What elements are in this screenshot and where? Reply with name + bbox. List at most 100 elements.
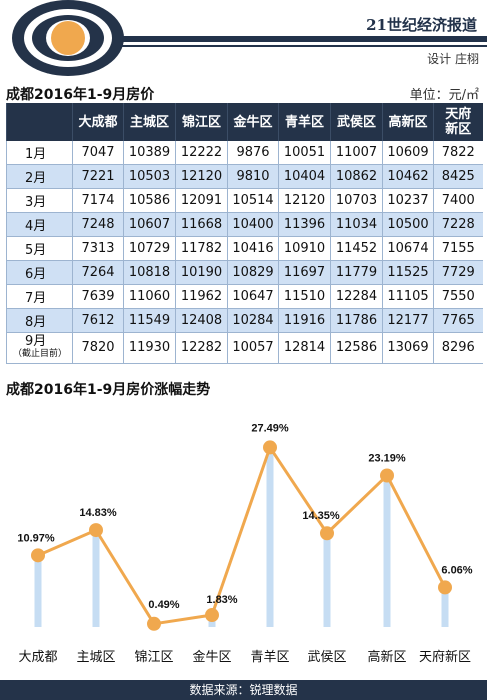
price-cell: 12814 — [278, 332, 331, 364]
price-table: 大成都 主城区 锦江区 金牛区 青羊区 武侯区 高新区 天府 新区 1月 7047 10389 122… — [6, 103, 483, 364]
price-cell: 11786 — [330, 308, 383, 333]
chart-title: 成都2016年1-9月房价涨幅走势 — [6, 382, 211, 398]
price-cell: 10609 — [382, 141, 434, 165]
month-label: 7月 — [25, 291, 47, 306]
price-cell: 11782 — [175, 236, 228, 261]
data-label: 0.49% — [148, 599, 179, 611]
table-header-cell: 青羊区 — [278, 103, 331, 141]
category-label: 高新区 — [367, 649, 406, 665]
price-cell: 10404 — [278, 164, 331, 189]
value-bar — [441, 587, 449, 627]
value-bar — [323, 533, 331, 627]
month-cell: 4月 — [6, 212, 73, 237]
price-cell: 10586 — [123, 188, 176, 213]
month-cell: 8月 — [6, 308, 73, 333]
table-header-corner — [6, 103, 73, 141]
table-row: 7月 7639 11060 11962 10647 11510 12284 11105 7550 — [6, 284, 483, 309]
price-cell: 11525 — [382, 260, 434, 285]
price-cell: 10190 — [175, 260, 228, 285]
price-cell: 11779 — [330, 260, 383, 285]
data-point — [31, 548, 45, 563]
category-label: 大成都 — [18, 650, 57, 665]
category-label: 金牛区 — [192, 649, 231, 665]
price-cell: 12222 — [175, 141, 228, 165]
price-cell: 10284 — [227, 308, 279, 333]
price-cell: 10607 — [123, 212, 176, 237]
price-cell: 11510 — [278, 284, 331, 309]
value-bar — [266, 447, 274, 627]
table-header-cell: 高新区 — [382, 103, 434, 141]
value-bar — [383, 475, 391, 627]
price-cell: 12282 — [175, 332, 228, 364]
price-cell: 7550 — [433, 284, 483, 309]
table-row: 6月 7264 10818 10190 10829 11697 11779 11525 7729 — [6, 260, 483, 285]
table-header-row: 大成都 主城区 锦江区 金牛区 青羊区 武侯区 高新区 天府 新区 — [6, 103, 483, 141]
price-cell: 9810 — [227, 164, 279, 189]
table-row: 9月 （截止目前） 7820 11930 12282 10057 12814 12586 130… — [6, 332, 483, 364]
header: 21世纪经济报道 设计 庄栩 — [0, 0, 487, 80]
month-label: 3月 — [25, 195, 47, 210]
category-label: 武侯区 — [307, 650, 346, 665]
month-cell: 2月 — [6, 164, 73, 189]
price-cell: 11962 — [175, 284, 228, 309]
price-cell: 12284 — [330, 284, 383, 309]
price-cell: 8425 — [433, 164, 483, 189]
category-label: 天府新区 — [419, 649, 471, 665]
designer-credit: 设计 庄栩 — [427, 52, 479, 66]
data-label: 27.49% — [251, 422, 289, 434]
price-cell: 7729 — [433, 260, 483, 285]
month-cell: 7月 — [6, 284, 73, 309]
price-cell: 10400 — [227, 212, 279, 237]
price-cell: 7228 — [433, 212, 483, 237]
header-rule — [120, 36, 487, 42]
price-cell: 7155 — [433, 236, 483, 261]
publication-name: 21世纪经济报道 — [366, 16, 477, 34]
logo-icon — [12, 0, 124, 76]
month-label: 4月 — [25, 219, 47, 234]
price-cell: 10674 — [382, 236, 434, 261]
price-cell: 7221 — [72, 164, 124, 189]
table-header-cell: 天府 新区 — [433, 103, 483, 141]
price-cell: 7174 — [72, 188, 124, 213]
month-cell: 5月 — [6, 236, 73, 261]
data-source: 数据来源：锐理数据 — [0, 680, 487, 700]
price-cell: 11034 — [330, 212, 383, 237]
price-cell: 7639 — [72, 284, 124, 309]
month-cell: 1月 — [6, 141, 73, 165]
data-label: 14.35% — [302, 510, 340, 522]
price-cell: 8296 — [433, 332, 483, 364]
table-row: 4月 7248 10607 11668 10400 11396 11034 10500 7228 — [6, 212, 483, 237]
growth-line-chart: 10.97% 14.83% 0.49% 1.83% 27.49% 14.35% 23.19%… — [17, 422, 472, 665]
data-point — [320, 526, 334, 541]
data-point — [263, 440, 277, 455]
price-cell: 11452 — [330, 236, 383, 261]
table-row: 1月 7047 10389 12222 9876 10051 11007 10609 7822 — [6, 141, 483, 165]
series-line — [37, 445, 447, 626]
price-cell: 7822 — [433, 141, 483, 165]
price-cell: 11060 — [123, 284, 176, 309]
data-label: 14.83% — [79, 507, 117, 519]
data-point — [380, 468, 394, 483]
price-cell: 13069 — [382, 332, 434, 364]
table-row: 5月 7313 10729 11782 10416 10910 11452 10674 7155 — [6, 236, 483, 261]
price-cell: 10416 — [227, 236, 279, 261]
price-cell: 10237 — [382, 188, 434, 213]
price-cell: 11697 — [278, 260, 331, 285]
price-cell: 10051 — [278, 141, 331, 165]
price-cell: 10829 — [227, 260, 279, 285]
value-bar — [34, 555, 42, 627]
price-cell: 12120 — [278, 188, 331, 213]
month-label: 5月 — [25, 243, 47, 258]
unit-label: 单位：元/㎡ — [409, 88, 479, 103]
data-point — [147, 616, 161, 631]
price-cell: 7248 — [72, 212, 124, 237]
month-note: （截止目前） — [13, 349, 68, 359]
table-title: 成都2016年1-9月房价 — [6, 87, 155, 103]
price-cell: 12586 — [330, 332, 383, 364]
price-cell: 10818 — [123, 260, 176, 285]
data-point — [205, 608, 219, 623]
price-cell: 11105 — [382, 284, 434, 309]
data-label: 23.19% — [368, 452, 406, 464]
month-cell: 6月 — [6, 260, 73, 285]
month-cell: 9月 （截止目前） — [6, 332, 73, 364]
